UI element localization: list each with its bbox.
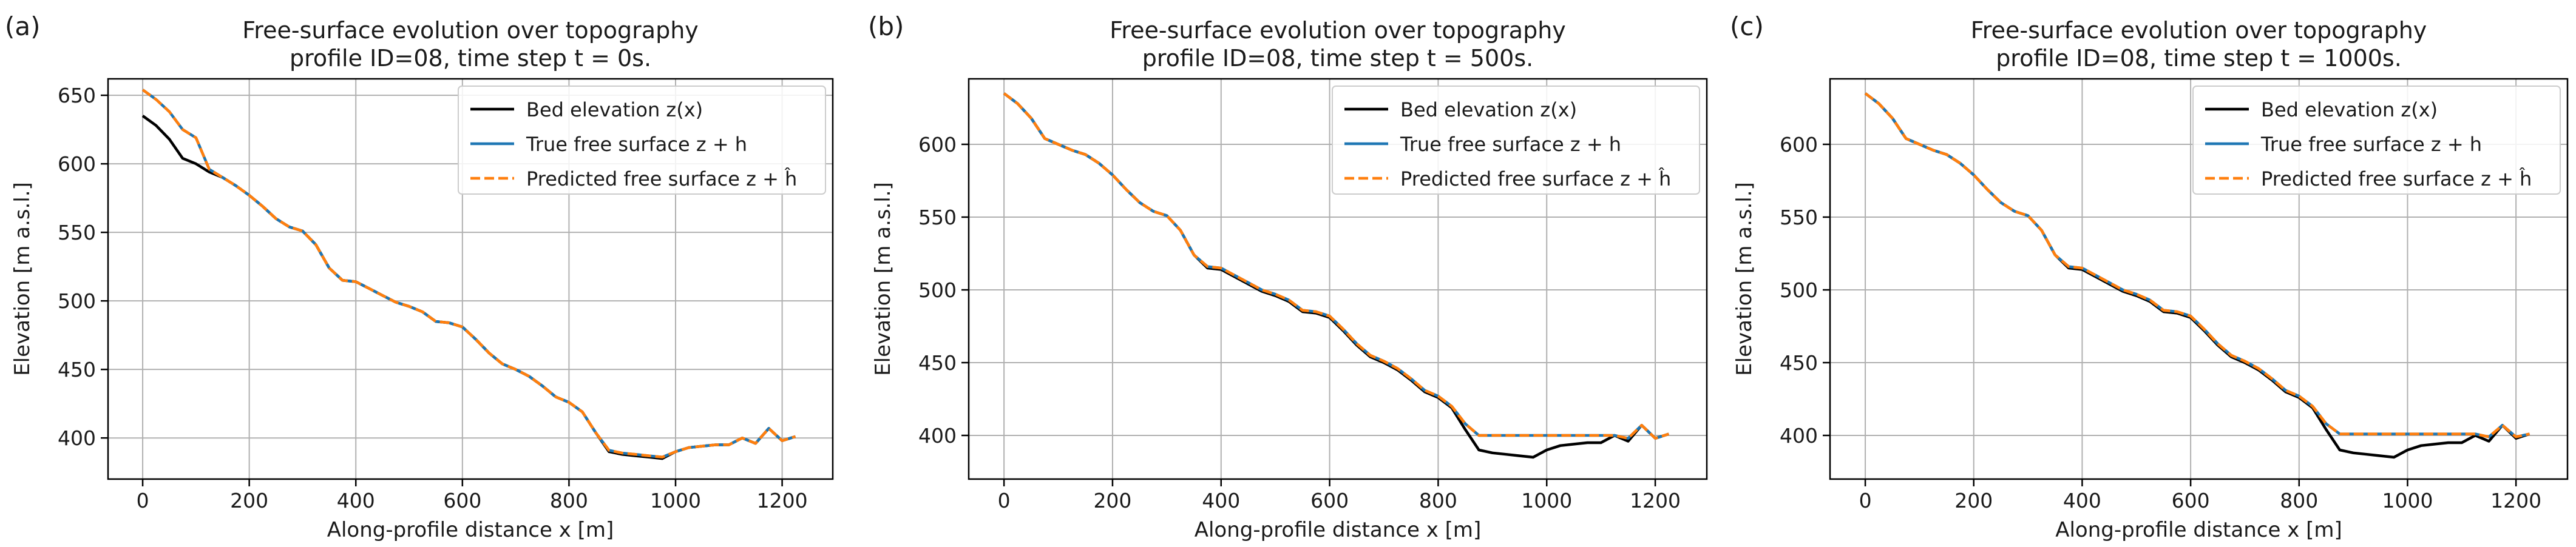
legend: Bed elevation z(x) True free surface z + … [1332, 86, 1700, 195]
chart-panel-1: (a) Free-surface evolution over topograph… [5, 12, 834, 542]
chart-panel-3: (c) Free-surface evolution over topograph… [1730, 12, 2569, 542]
panel-label: (a) [5, 12, 41, 41]
panel-label: (b) [868, 12, 904, 41]
plot-frame [1829, 78, 2569, 480]
series-group [141, 89, 796, 460]
y-tick-label: 400 [1780, 424, 1818, 448]
chart-title-line1: Free-surface evolution over topography [242, 17, 699, 44]
chart-title-line2: profile ID=08, time step t = 0s. [290, 45, 651, 72]
y-tick-label: 400 [918, 424, 957, 448]
legend-entry-3: Predicted free surface z + ĥ [526, 167, 797, 190]
y-axis-label: Elevation [m a.s.l.] [10, 182, 35, 376]
legend-box [1332, 86, 1700, 195]
y-tick-label: 550 [1780, 206, 1818, 229]
panel-label: (c) [1730, 12, 1764, 41]
x-tick-label: 1000 [1521, 489, 1572, 512]
x-tick-label: 0 [998, 489, 1011, 512]
x-axis-label: Along-profile distance x [m] [1195, 518, 1482, 542]
series-line-3 [141, 89, 796, 459]
x-tick-label: 0 [137, 489, 149, 512]
y-tick-label: 400 [58, 426, 96, 450]
series-line-3 [1003, 92, 1670, 440]
x-tick-label: 800 [1419, 489, 1457, 512]
x-tick-label: 1200 [757, 489, 808, 512]
chart-title-line1: Free-surface evolution over topography [1110, 17, 1566, 44]
chart-panel-2: (b) Free-surface evolution over topograph… [868, 12, 1708, 542]
y-tick-label: 600 [918, 133, 957, 156]
legend: Bed elevation z(x) True free surface z + … [2192, 86, 2561, 195]
x-tick-label: 0 [1859, 489, 1872, 512]
x-tick-label: 600 [443, 489, 481, 512]
x-tick-label: 200 [230, 489, 268, 512]
y-tick-label: 500 [1780, 278, 1818, 302]
x-tick-label: 1000 [650, 489, 701, 512]
y-tick-label: 500 [58, 289, 96, 313]
legend-entry-1: Bed elevation z(x) [2261, 98, 2438, 121]
y-tick-label: 650 [58, 84, 96, 107]
x-tick-label: 600 [2172, 489, 2210, 512]
chart-title-line2: profile ID=08, time step t = 1000s. [1996, 45, 2402, 72]
x-tick-label: 1000 [2382, 489, 2433, 512]
x-axis-label: Along-profile distance x [m] [2055, 518, 2342, 542]
x-tick-label: 200 [1954, 489, 1993, 512]
y-tick-label: 550 [58, 221, 96, 244]
x-tick-label: 400 [2063, 489, 2101, 512]
y-axis-label: Elevation [m a.s.l.] [1732, 182, 1757, 376]
chart-title-line2: profile ID=08, time step t = 500s. [1142, 45, 1533, 72]
legend-entry-2: True free surface z + h [1400, 133, 1621, 156]
legend-box [2192, 86, 2561, 195]
legend-entry-3: Predicted free surface z + ĥ [1400, 167, 1671, 190]
x-tick-label: 600 [1310, 489, 1349, 512]
y-tick-label: 500 [918, 278, 957, 302]
x-tick-label: 800 [2280, 489, 2318, 512]
y-tick-label: 450 [918, 351, 957, 375]
series-group [1864, 92, 2530, 459]
y-tick-label: 600 [1780, 133, 1818, 156]
y-tick-label: 450 [1780, 351, 1818, 375]
y-tick-label: 450 [58, 358, 96, 381]
x-axis-label: Along-profile distance x [m] [327, 518, 614, 542]
x-tick-label: 400 [1202, 489, 1240, 512]
chart-title-line1: Free-surface evolution over topography [1971, 17, 2427, 44]
legend-entry-3: Predicted free surface z + ĥ [2261, 167, 2532, 190]
x-tick-label: 800 [550, 489, 588, 512]
legend-entry-1: Bed elevation z(x) [1400, 98, 1577, 121]
y-tick-label: 600 [58, 152, 96, 176]
x-tick-label: 200 [1093, 489, 1131, 512]
x-tick-label: 400 [337, 489, 375, 512]
legend-box [458, 86, 826, 195]
legend: Bed elevation z(x) True free surface z + … [458, 86, 826, 195]
legend-entry-1: Bed elevation z(x) [526, 98, 703, 121]
series-group [1003, 92, 1670, 459]
x-tick-label: 1200 [2490, 489, 2541, 512]
y-tick-label: 550 [918, 206, 957, 229]
plot-frame [107, 78, 834, 480]
series-line-3 [1864, 92, 2530, 438]
legend-entry-2: True free surface z + h [2260, 133, 2482, 156]
legend-entry-2: True free surface z + h [526, 133, 747, 156]
y-axis-label: Elevation [m a.s.l.] [871, 182, 895, 376]
x-tick-label: 1200 [1630, 489, 1681, 512]
plot-frame [968, 78, 1708, 480]
